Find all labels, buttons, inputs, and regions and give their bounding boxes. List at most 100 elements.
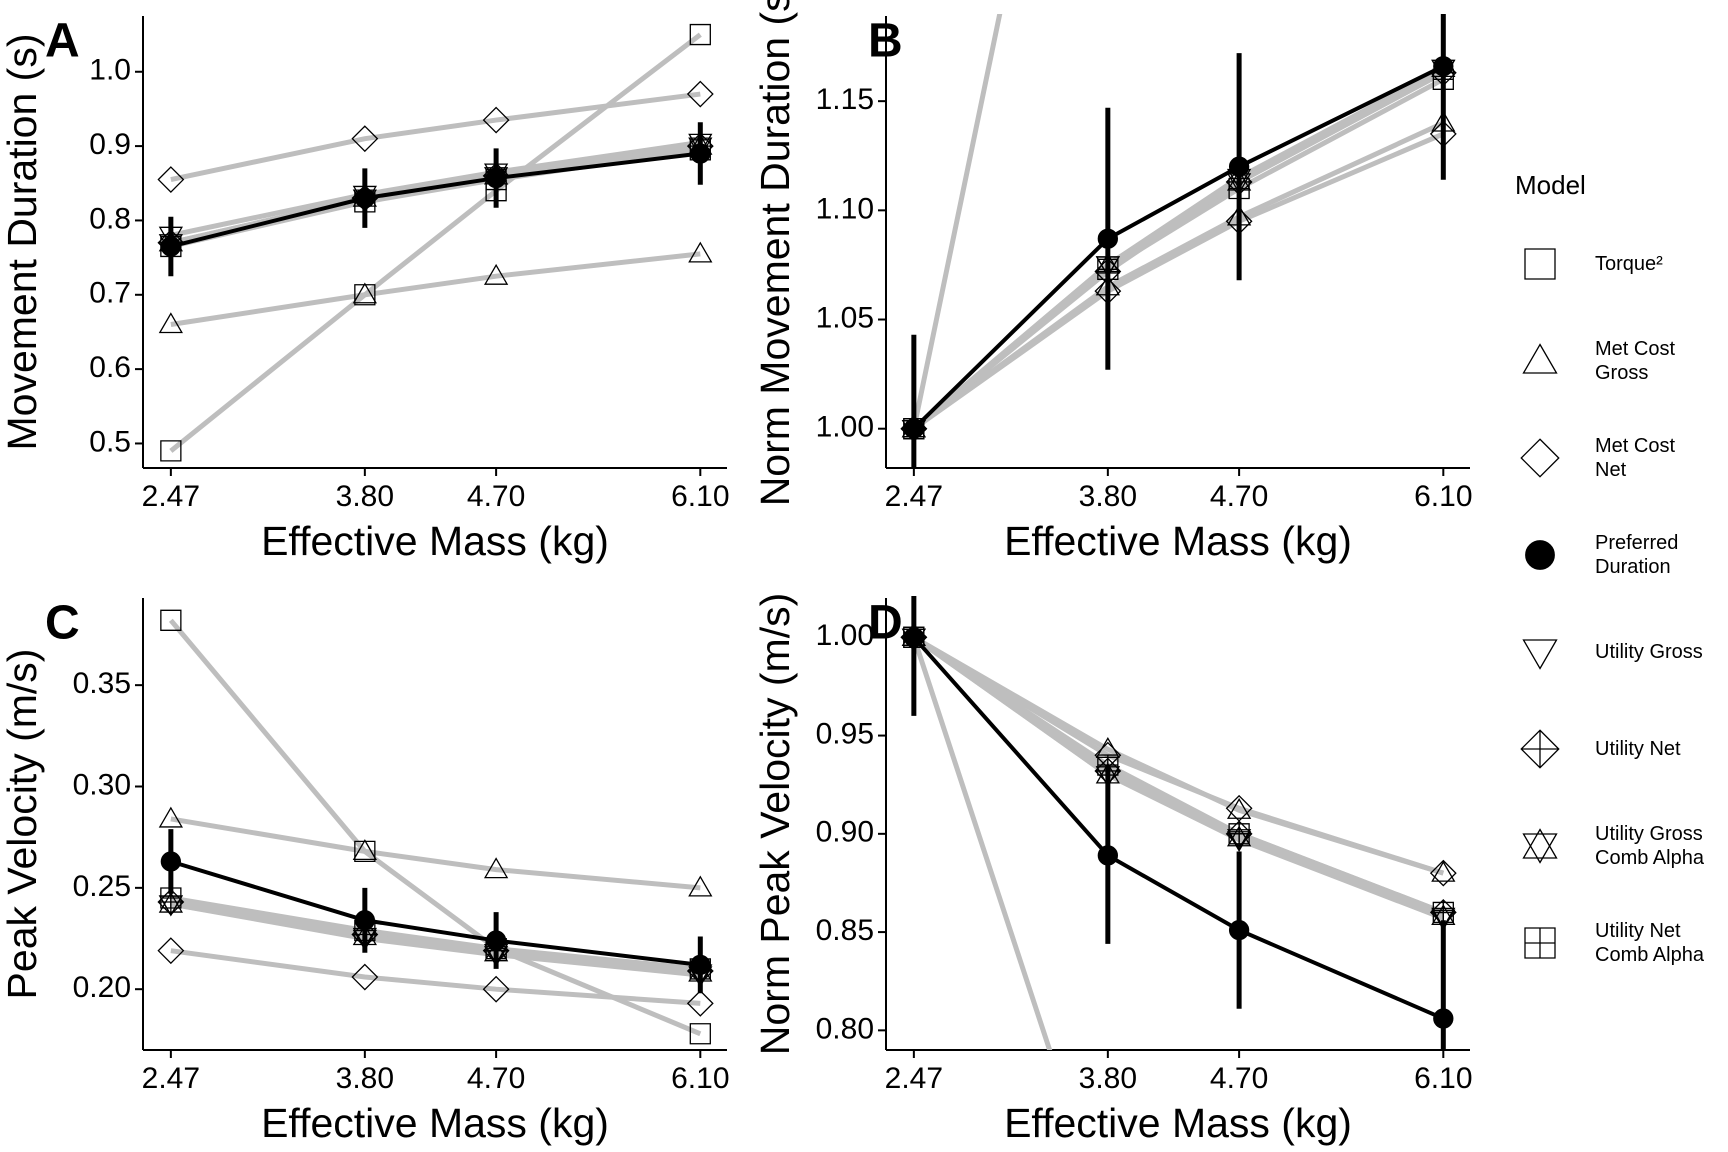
legend-swatch (1520, 437, 1560, 478)
x-axis-title: Effective Mass (kg) (261, 518, 609, 564)
legend-label: Utility Gross (1595, 640, 1703, 663)
legend-label: Preferred Duration (1595, 531, 1679, 578)
y-tick-label: 1.05 (816, 301, 874, 334)
legend-item: Met Cost Gross (1515, 312, 1725, 409)
x-tick-label: 3.80 (336, 1062, 394, 1095)
panel-label: B (868, 15, 903, 68)
point-marker (482, 106, 510, 134)
y-tick-label: 0.6 (89, 351, 131, 384)
x-tick-label: 6.10 (1414, 480, 1472, 513)
point-marker (689, 23, 711, 46)
y-tick-label: 0.80 (816, 1012, 874, 1045)
series-line (170, 895, 701, 972)
series-line (912, 64, 1445, 431)
y-tick-label: 0.85 (816, 914, 874, 947)
point-marker (351, 125, 379, 153)
point-marker (352, 839, 377, 861)
legend-item: Utility Net Comb Alpha (1515, 894, 1725, 991)
y-tick-label: 0.90 (816, 816, 874, 849)
series-line (912, 635, 1445, 915)
point-marker (482, 975, 510, 1003)
x-tick-label: 6.10 (671, 480, 729, 513)
point-marker (1432, 901, 1454, 924)
x-tick-label: 6.10 (1414, 1062, 1472, 1095)
point-marker (485, 930, 507, 951)
series-line (912, 77, 1445, 431)
legend-label: Utility Gross Comb Alpha (1595, 822, 1704, 869)
x-axis-title: Effective Mass (kg) (1004, 1100, 1352, 1146)
legend-label: Met Cost Gross (1595, 337, 1676, 384)
y-tick-label: 0.25 (73, 870, 131, 903)
series-line (170, 251, 701, 327)
series-line (170, 859, 701, 967)
point-marker (485, 167, 507, 189)
series-line (912, 635, 1445, 1021)
point-marker (158, 806, 183, 828)
legend-swatch (1522, 342, 1558, 374)
point-marker (690, 143, 711, 164)
y-axis-title: Norm Peak Velocity (m/s) (752, 593, 798, 1056)
y-tick-label: 0.5 (89, 425, 131, 458)
legend: Model Torque² Met Cost Gross Met Cost Net P… (1515, 170, 1725, 991)
x-tick-label: 2.47 (142, 1062, 200, 1095)
point-marker (1097, 228, 1118, 249)
legend-item: Torque² (1515, 215, 1725, 312)
y-axis-title: Norm Movement Duration (s) (752, 0, 798, 506)
x-tick-label: 4.70 (1210, 1062, 1268, 1095)
point-marker (157, 937, 185, 965)
series-line (169, 32, 702, 453)
series-line (912, 635, 1445, 876)
legend-label: Met Cost Net (1595, 434, 1676, 481)
plot-area (157, 609, 714, 1045)
y-tick-label: 0.95 (816, 717, 874, 750)
x-tick-label: 2.47 (885, 480, 943, 513)
series-line (168, 618, 702, 1037)
point-marker (1429, 859, 1457, 887)
legend-marker (1522, 638, 1558, 670)
y-tick-label: 1.00 (816, 619, 874, 652)
point-marker (1228, 823, 1250, 845)
x-axis-title: Effective Mass (kg) (1004, 518, 1352, 564)
panel-label: C (45, 597, 80, 650)
point-marker (157, 166, 185, 193)
chart: 0.5 0.6 0.7 0.8 0.9 1.0 2.47 3.80 4.70 6.10 Effect… (0, 0, 1473, 1146)
plot-area (900, 14, 1457, 468)
point-marker (1433, 56, 1454, 77)
legend-marker (1520, 728, 1560, 769)
y-tick-label: 0.9 (89, 128, 131, 161)
x-tick-label: 2.47 (885, 1062, 943, 1095)
panel-label: A (45, 15, 80, 68)
point-marker (352, 282, 377, 304)
series-line (911, 636, 1053, 1050)
series-line (912, 131, 1445, 431)
legend-item: Utility Net (1515, 700, 1725, 797)
y-axis-title: Movement Duration (s) (0, 34, 45, 451)
point-marker (689, 1023, 711, 1045)
x-tick-label: 4.70 (467, 480, 525, 513)
series-line (170, 151, 701, 249)
series-line (170, 948, 701, 1006)
legend-marker (1524, 247, 1556, 280)
x-tick-label: 3.80 (336, 480, 394, 513)
point-marker (483, 263, 509, 285)
y-tick-label: 0.30 (73, 768, 131, 801)
series-line (912, 635, 1445, 876)
point-marker (160, 440, 182, 462)
series-line (170, 901, 701, 976)
legend-swatch (1524, 247, 1556, 280)
y-tick-label: 0.35 (73, 667, 131, 700)
legend-label: Utility Net (1595, 737, 1681, 760)
legend-swatch (1525, 539, 1555, 570)
legend-item: Preferred Duration (1515, 506, 1725, 603)
point-marker (160, 851, 182, 872)
point-marker (1431, 860, 1456, 882)
plot-area (157, 23, 714, 462)
legend-swatch (1524, 926, 1556, 959)
legend-label: Torque² (1595, 252, 1663, 275)
point-marker (686, 989, 714, 1017)
x-axis-title: Effective Mass (kg) (261, 1100, 609, 1146)
y-tick-label: 0.8 (89, 202, 131, 235)
point-marker (903, 627, 925, 648)
legend-swatch (1522, 638, 1558, 670)
